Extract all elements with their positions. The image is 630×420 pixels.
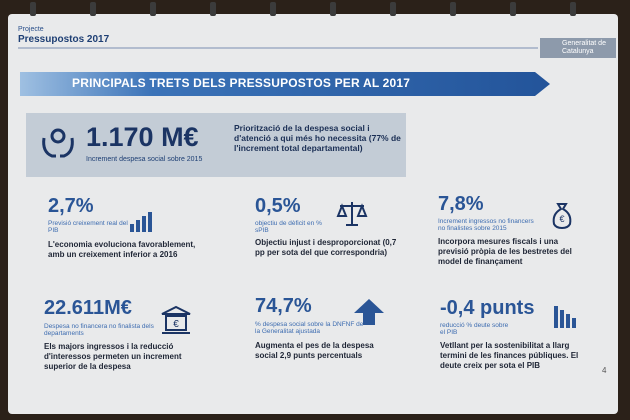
item-value: 74,7% bbox=[255, 295, 312, 317]
item-caption: Increment ingressos no financers no fina… bbox=[438, 218, 534, 232]
decline-icon bbox=[554, 306, 576, 328]
hands-icon bbox=[42, 128, 74, 158]
page-number: 4 bbox=[602, 366, 607, 375]
rule bbox=[18, 47, 538, 49]
banner-shape bbox=[20, 72, 550, 96]
item-value: 0,5% bbox=[255, 195, 301, 217]
item-text: Vetllant per la sostenibilitat a llarg t… bbox=[440, 341, 579, 370]
banner-title: PRINCIPALS TRETS DELS PRESSUPOSTOS PER A… bbox=[72, 76, 411, 90]
item-value: 22.611M€ bbox=[44, 297, 132, 319]
item-text: Augmenta el pes de la despesa social 2,9… bbox=[255, 341, 374, 360]
svg-text:€: € bbox=[173, 319, 179, 330]
scale-icon bbox=[336, 202, 368, 226]
item-text: Els majors ingressos i la reducció d'int… bbox=[44, 342, 182, 371]
item-text: Objectiu injust i desproporcionat (0,7 p… bbox=[255, 238, 397, 257]
item-caption: Previsió creixement real del PIB bbox=[48, 220, 128, 234]
money-bag-icon: € bbox=[552, 203, 572, 230]
highlight-value: 1.170 M€ bbox=[86, 122, 199, 152]
project-label: Projecte bbox=[18, 26, 44, 33]
highlight-caption: Increment despesa social sobre 2015 bbox=[86, 156, 203, 163]
item-text: L'economia evoluciona favorablement, amb… bbox=[48, 240, 196, 259]
bank-icon: € bbox=[161, 305, 191, 334]
item-caption: % despesa social sobre la DNFNF de la Ge… bbox=[255, 321, 364, 335]
highlight-text: Priorització de la despesa social i d'at… bbox=[234, 123, 401, 153]
item-caption: Despesa no financera no finalista dels d… bbox=[44, 323, 154, 337]
item-text: Incorpora mesures fiscals i una previsió… bbox=[438, 237, 572, 266]
item-value: 2,7% bbox=[48, 195, 94, 217]
highlight-box bbox=[26, 113, 406, 177]
doc-title: Pressupostos 2017 bbox=[18, 34, 110, 45]
item-caption: reducció % deute sobre el PIB bbox=[440, 322, 509, 336]
binding bbox=[30, 2, 576, 16]
logo: Generalitat de Catalunya bbox=[540, 38, 616, 58]
arrow-up-icon bbox=[354, 299, 384, 325]
chart-icon bbox=[130, 212, 152, 232]
item-value: 7,8% bbox=[438, 193, 484, 215]
item-value: -0,4 punts bbox=[440, 297, 535, 319]
svg-text:€: € bbox=[559, 214, 564, 224]
item-caption: objectiu de dèficit en % sPIB bbox=[255, 220, 322, 234]
